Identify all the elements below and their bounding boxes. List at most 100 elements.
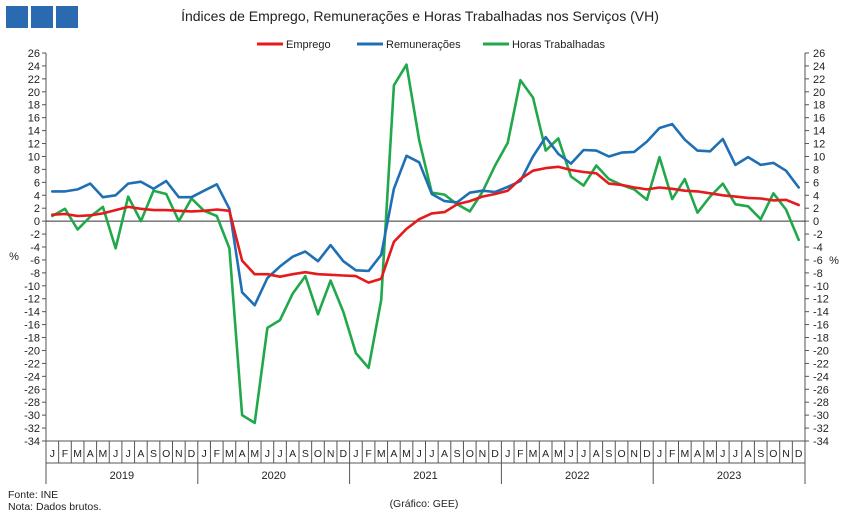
month-label: A [239,448,246,460]
logo [6,6,78,28]
month-label: O [617,448,625,460]
y-tick-label-right: -32 [813,423,829,435]
legend-label-horas: Horas Trabalhadas [512,39,605,51]
month-label: M [680,448,689,460]
month-label: F [517,448,523,460]
month-label: M [99,448,108,460]
year-label: 2021 [413,470,437,482]
y-tick-label-right: 6 [813,177,819,189]
month-label: A [593,448,600,460]
y-tick-label-left: -18 [24,333,40,345]
month-label: M [706,448,715,460]
month-label: D [188,448,196,460]
month-label: J [581,448,586,460]
y-tick-label-right: -12 [813,294,829,306]
month-label: M [225,448,234,460]
y-tick-label-right: -10 [813,281,829,293]
data-note: Nota: Dados brutos. [8,501,101,513]
y-tick-label-right: 8 [813,164,819,176]
month-label: S [454,448,461,460]
y-tick-label-right: -20 [813,345,829,357]
y-tick-label-right: 18 [813,100,825,112]
month-label: J [657,448,662,460]
y-tick-label-right: -8 [813,268,823,280]
month-label: M [73,448,82,460]
legend: Emprego Remunerações Horas Trabalhadas [257,39,605,51]
month-label: O [466,448,474,460]
y-tick-label-left: -10 [24,281,40,293]
month-label: N [479,448,487,460]
y-axis-label-right: % [829,255,839,267]
month-label: N [782,448,790,460]
credit-note: (Gráfico: GEE) [390,498,459,510]
y-tick-label-right: 0 [813,216,819,228]
month-label: A [694,448,701,460]
month-label: J [505,448,510,460]
year-label: 2023 [717,470,741,482]
y-tick-label-left: 10 [28,151,40,163]
month-label: O [162,448,170,460]
year-label: 2022 [565,470,589,482]
month-label: D [643,448,651,460]
y-axis-label-left: % [9,251,19,263]
month-label: M [529,448,538,460]
y-tick-label-left: -30 [24,410,40,422]
month-label: J [126,448,131,460]
y-tick-label-right: -14 [813,307,829,319]
y-tick-label-left: -20 [24,345,40,357]
y-tick-label-right: 4 [813,190,819,202]
month-label: A [441,448,448,460]
chart-title: Índices de Emprego, Remunerações e Horas… [181,8,659,24]
month-label: O [314,448,322,460]
y-tick-label-left: 12 [28,139,40,151]
y-tick-label-right: 22 [813,74,825,86]
year-label: 2020 [261,470,285,482]
month-label: F [669,448,675,460]
month-label: M [402,448,411,460]
month-label: A [542,448,549,460]
y-tick-label-left: 18 [28,100,40,112]
y-tick-label-left: -28 [24,397,40,409]
month-label: A [87,448,94,460]
month-label: J [417,448,422,460]
y-tick-label-right: 2 [813,203,819,215]
y-tick-label-left: -8 [30,268,40,280]
y-tick-label-right: -18 [813,333,829,345]
y-tick-label-left: -2 [30,229,40,241]
month-label: F [365,448,371,460]
source-note: Fonte: INE [8,489,58,501]
y-tick-label-left: -34 [24,436,40,448]
y-tick-label-left: -4 [30,242,40,254]
y-tick-label-left: 6 [34,177,40,189]
month-label: J [568,448,573,460]
month-label: D [491,448,499,460]
month-label: A [390,448,397,460]
month-label: J [720,448,725,460]
y-tick-label-left: -24 [24,371,40,383]
y-tick-label-right: -28 [813,397,829,409]
y-tick-label-right: 14 [813,126,825,138]
series-line-remuneracoes [50,122,801,307]
month-label: J [113,448,118,460]
y-tick-label-left: 24 [28,61,40,73]
y-tick-label-right: -26 [813,384,829,396]
y-tick-label-right: -30 [813,410,829,422]
month-label: O [769,448,777,460]
month-label: J [277,448,282,460]
series-layer [50,63,801,425]
month-label: M [377,448,386,460]
month-label: N [327,448,335,460]
month-label: J [202,448,207,460]
y-tick-label-right: -2 [813,229,823,241]
y-tick-label-right: 10 [813,151,825,163]
y-tick-label-left: -22 [24,358,40,370]
month-label: J [733,448,738,460]
y-tick-label-left: -32 [24,423,40,435]
logo-block [6,6,28,28]
y-tick-label-right: -22 [813,358,829,370]
month-label: N [175,448,183,460]
legend-label-emprego: Emprego [286,39,331,51]
month-label: S [302,448,309,460]
